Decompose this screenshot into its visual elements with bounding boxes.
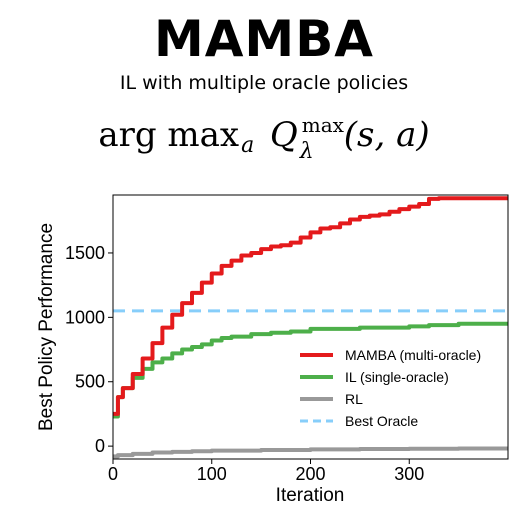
formula-q: Q [269,115,298,155]
x-axis: 0 100 200 300 [108,459,424,484]
x-tick-label: 0 [108,464,118,484]
x-tick-label: 300 [394,464,424,484]
formula-q-superscript: max [301,113,344,137]
formula-operator: arg max [98,115,240,155]
page-subtitle: IL with multiple oracle policies [119,72,409,94]
formula-operator-subscript: a [241,133,255,158]
legend-label: IL (single-oracle) [345,369,449,385]
series-line-il-single-oracle [113,321,508,419]
y-axis: 0 500 1000 1500 [65,243,113,456]
legend-label: RL [345,391,363,407]
formula-arguments: (s, a) [343,115,430,155]
legend-label: Best Oracle [345,413,418,429]
series-line-mamba-multi-oracle [113,196,508,416]
formula-q-subscript: λ [299,139,314,164]
x-tick-label: 200 [295,464,325,484]
series-line-rl [113,446,508,459]
legend-label: MAMBA (multi-oracle) [345,347,481,363]
page-title: MAMBA [153,10,374,68]
y-tick-label: 0 [95,436,105,456]
x-tick-label: 100 [197,464,227,484]
y-axis-label: Best Policy Performance [36,223,57,431]
x-axis-label: Iteration [276,485,345,506]
legend: MAMBA (multi-oracle) IL (single-oracle) RL… [300,347,481,429]
series-lines [113,196,508,459]
y-tick-label: 1500 [65,243,105,263]
y-tick-label: 500 [75,372,105,392]
y-tick-label: 1000 [65,307,105,327]
